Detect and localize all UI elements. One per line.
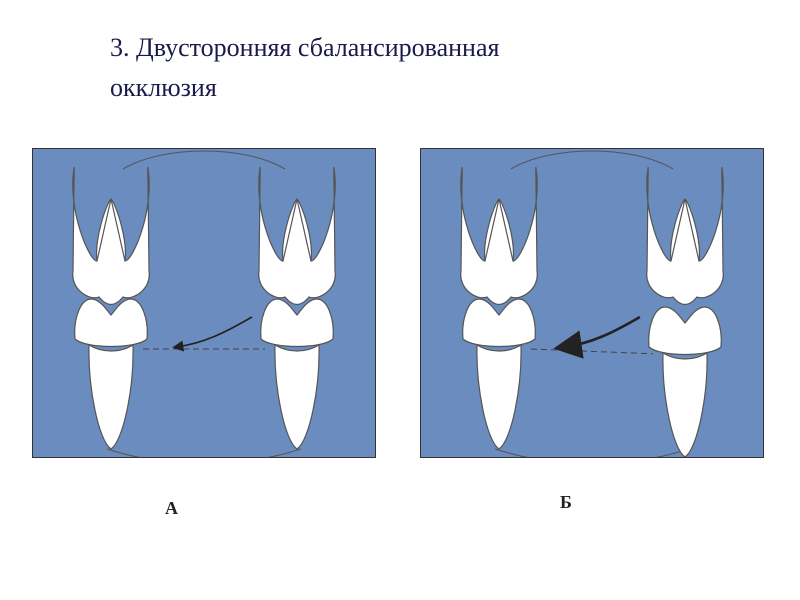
title-line-1: 3. Двусторонняя сбалансированная	[110, 33, 499, 62]
panel-b-label: Б	[560, 492, 572, 513]
title-line-2: окклюзия	[110, 73, 217, 102]
panel-a-label: А	[165, 498, 178, 519]
diagram-panel-b	[420, 148, 764, 458]
diagram-title: 3. Двусторонняя сбалансированная окклюзи…	[110, 28, 710, 109]
diagram-panel-a	[32, 148, 376, 458]
